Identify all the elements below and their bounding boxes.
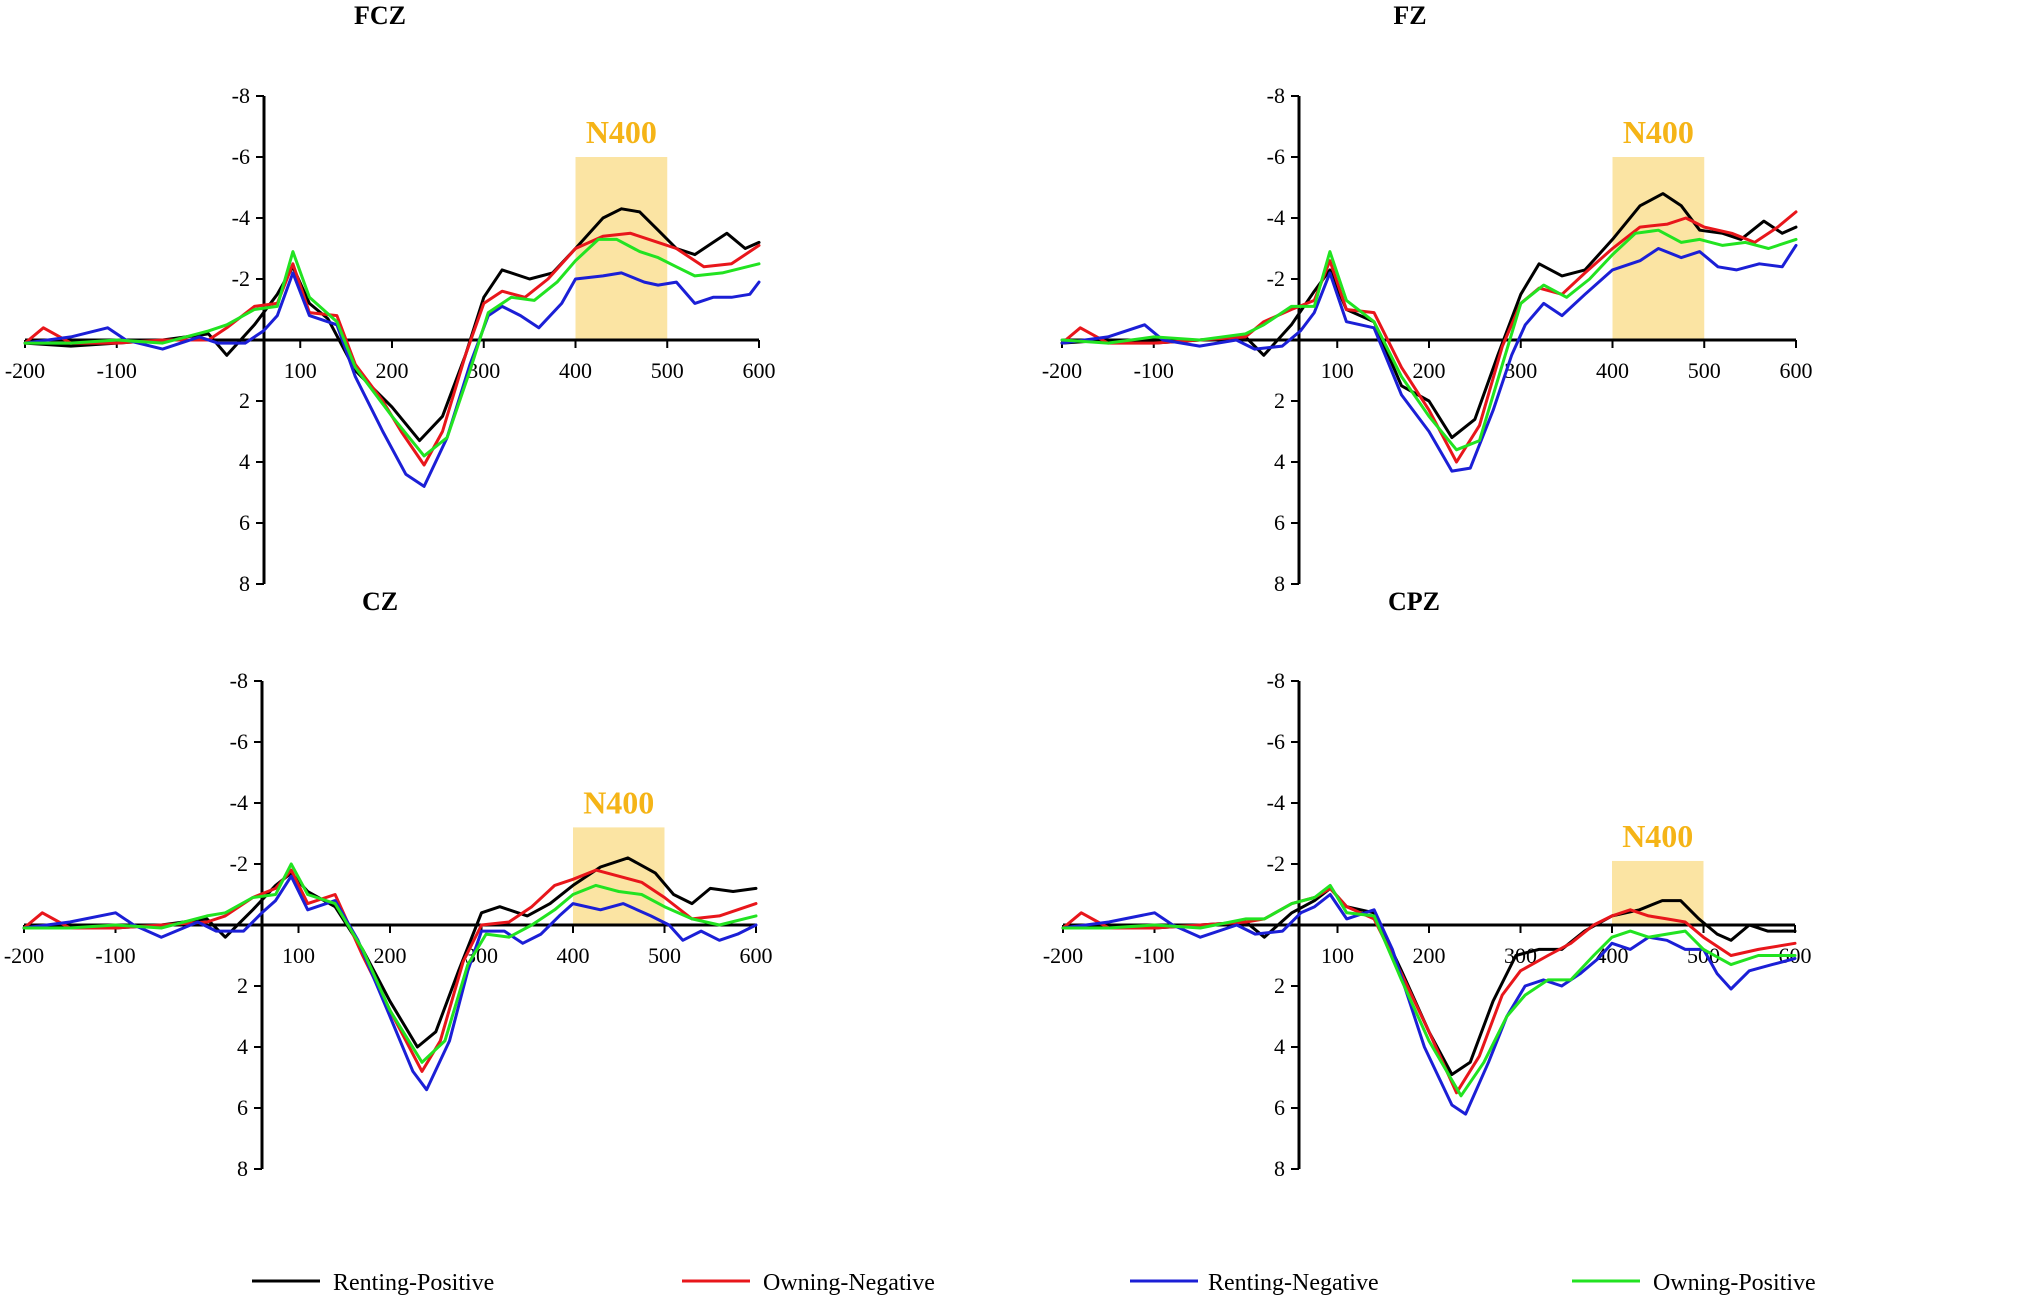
x-tick-label: 600 <box>1780 358 1813 383</box>
legend-item-renting-negative: Renting-Negative <box>1130 1270 1379 1296</box>
y-tick-label: 4 <box>237 1034 248 1059</box>
n400-label: N400 <box>583 784 654 820</box>
x-tick-label: 100 <box>282 943 315 968</box>
y-tick-label: -2 <box>232 266 250 291</box>
y-tick-label: -2 <box>1267 266 1285 291</box>
y-tick-label: 6 <box>237 1095 248 1120</box>
n400-label: N400 <box>1622 818 1693 854</box>
series-line-owning-positive <box>1061 883 1797 1098</box>
y-tick-label: 8 <box>1274 1156 1285 1181</box>
x-tick-label: 100 <box>284 358 317 383</box>
x-tick-label: 100 <box>1321 358 1354 383</box>
panel-title: CZ <box>362 587 398 616</box>
x-tick-label: -200 <box>4 943 44 968</box>
y-tick-label: -4 <box>1267 205 1285 230</box>
x-tick-label: 600 <box>743 358 776 383</box>
x-tick-label: 600 <box>740 943 773 968</box>
y-tick-label: 4 <box>1274 1034 1285 1059</box>
y-tick-label: 8 <box>239 571 250 596</box>
x-tick-label: 500 <box>648 943 681 968</box>
y-tick-label: -6 <box>1267 729 1285 754</box>
y-tick-label: -2 <box>230 851 248 876</box>
x-tick-label: 400 <box>1596 358 1629 383</box>
legend-label: Renting-Positive <box>333 1270 494 1296</box>
y-tick-label: 2 <box>1274 388 1285 413</box>
y-tick-label: -4 <box>230 790 248 815</box>
y-tick-label: -4 <box>1267 790 1285 815</box>
series-line-renting-negative <box>1060 243 1798 473</box>
legend-label: Owning-Negative <box>763 1270 935 1296</box>
y-tick-label: -6 <box>230 729 248 754</box>
panel-title: FCZ <box>354 1 406 30</box>
x-tick-label: -200 <box>1043 943 1083 968</box>
n400-window <box>1612 860 1704 925</box>
x-tick-label: -100 <box>1134 358 1174 383</box>
series-line-owning-positive <box>1060 228 1798 452</box>
n400-label: N400 <box>1623 114 1694 150</box>
x-tick-label: 500 <box>1688 358 1721 383</box>
y-tick-label: 2 <box>239 388 250 413</box>
y-tick-label: 8 <box>237 1156 248 1181</box>
series-line-owning-negative <box>23 231 761 467</box>
x-tick-label: 400 <box>559 358 592 383</box>
legend-item-renting-positive: Renting-Positive <box>252 1270 494 1296</box>
y-tick-label: -8 <box>1267 668 1285 693</box>
y-tick-label: 6 <box>239 510 250 535</box>
y-tick-label: 4 <box>1274 449 1285 474</box>
y-tick-label: -8 <box>232 83 250 108</box>
x-tick-label: 200 <box>1413 358 1446 383</box>
series-line-owning-positive <box>22 862 758 1064</box>
x-tick-label: 200 <box>376 358 409 383</box>
y-tick-label: 2 <box>1274 973 1285 998</box>
x-tick-label: 400 <box>557 943 590 968</box>
n400-label: N400 <box>586 114 657 150</box>
series-line-renting-negative <box>1061 893 1797 1116</box>
x-tick-label: -100 <box>95 943 135 968</box>
legend-item-owning-positive: Owning-Positive <box>1572 1270 1816 1296</box>
x-tick-label: 500 <box>651 358 684 383</box>
x-tick-label: 200 <box>374 943 407 968</box>
y-tick-label: -8 <box>1267 83 1285 108</box>
series-line-renting-negative <box>22 874 758 1092</box>
y-tick-label: 6 <box>1274 1095 1285 1120</box>
legend-label: Owning-Positive <box>1653 1270 1816 1296</box>
y-tick-label: -8 <box>230 668 248 693</box>
x-tick-label: -200 <box>5 358 45 383</box>
y-tick-label: -6 <box>232 144 250 169</box>
y-tick-label: -4 <box>232 205 250 230</box>
legend: Renting-Positive Owning-Negative Renting-N… <box>252 1270 1816 1296</box>
x-tick-label: -100 <box>97 358 137 383</box>
x-tick-label: 200 <box>1413 943 1446 968</box>
series-line-owning-positive <box>23 237 761 458</box>
legend-item-owning-negative: Owning-Negative <box>682 1270 935 1296</box>
series-line-renting-positive <box>1060 192 1798 440</box>
y-tick-label: -2 <box>1267 851 1285 876</box>
panel-title: CPZ <box>1388 587 1440 616</box>
x-tick-label: -100 <box>1134 943 1174 968</box>
y-tick-label: 2 <box>237 973 248 998</box>
y-tick-label: 8 <box>1274 571 1285 596</box>
y-tick-label: 4 <box>239 449 250 474</box>
panel-title: FZ <box>1393 1 1426 30</box>
y-tick-label: 6 <box>1274 510 1285 535</box>
y-tick-label: -6 <box>1267 144 1285 169</box>
legend-label: Renting-Negative <box>1208 1270 1379 1296</box>
x-tick-label: -200 <box>1042 358 1082 383</box>
x-tick-label: 100 <box>1321 943 1354 968</box>
series-line-owning-negative <box>1061 886 1797 1095</box>
